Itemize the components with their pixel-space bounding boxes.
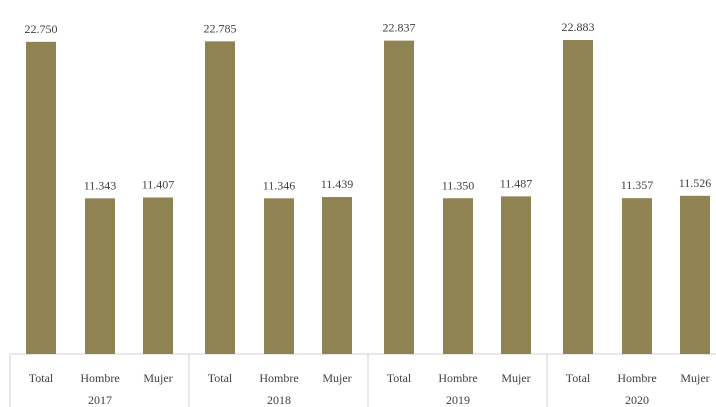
bar-2017-total [26, 41, 56, 355]
data-label: 11.343 [84, 178, 117, 192]
x-tick-label: Hombre [617, 371, 656, 385]
bar-2019-total [384, 40, 414, 354]
bar-2020-hombre [622, 198, 652, 354]
bar-2019-mujer [501, 196, 531, 354]
bar-2018-hombre [264, 198, 294, 354]
group-year-label: 2020 [625, 393, 649, 407]
group-year-label: 2017 [88, 393, 112, 407]
bar-2017-hombre [85, 198, 115, 354]
bar-2018-total [205, 41, 235, 354]
data-label: 11.407 [142, 177, 175, 191]
x-tick-label: Mujer [680, 371, 709, 385]
axis-layer [9, 353, 716, 407]
x-tick-label: Total [29, 371, 54, 385]
bar-2019-hombre [443, 198, 473, 354]
x-tick-label: Mujer [322, 371, 351, 385]
bar-2020-total [563, 40, 593, 354]
labels-layer: 22.750 Total 11.343 Hombre 11.407 Mujer 2017 22… [25, 20, 712, 407]
data-label: 11.350 [442, 178, 475, 192]
x-tick-label: Hombre [259, 371, 298, 385]
x-tick-label: Hombre [80, 371, 119, 385]
x-tick-label: Mujer [501, 371, 530, 385]
data-label: 11.526 [679, 176, 712, 190]
x-tick-label: Mujer [143, 371, 172, 385]
data-label: 22.750 [25, 22, 58, 36]
data-label: 22.785 [204, 21, 237, 35]
bar-2017-mujer [143, 197, 173, 354]
bars-layer [26, 40, 710, 355]
data-label: 11.346 [263, 178, 296, 192]
x-tick-label: Total [208, 371, 233, 385]
data-label: 11.487 [500, 176, 533, 190]
data-label: 11.357 [621, 178, 654, 192]
data-label: 22.837 [383, 21, 416, 35]
x-tick-label: Total [566, 371, 591, 385]
data-label: 22.883 [562, 20, 595, 34]
group-year-label: 2019 [446, 393, 470, 407]
group-year-label: 2018 [267, 393, 291, 407]
bar-2018-mujer [322, 197, 352, 354]
data-label: 11.439 [321, 177, 354, 191]
bar-2020-mujer [680, 195, 710, 354]
x-tick-label: Total [387, 371, 412, 385]
x-tick-label: Hombre [438, 371, 477, 385]
